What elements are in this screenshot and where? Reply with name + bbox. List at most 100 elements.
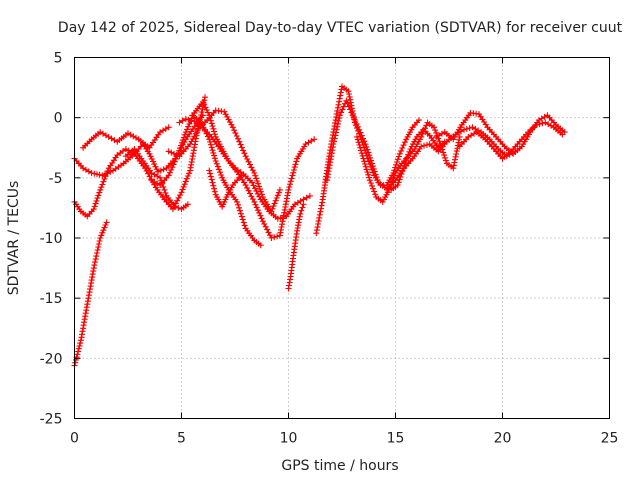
x-tick-label: 10 xyxy=(280,431,298,447)
plus-marker xyxy=(333,126,340,133)
plus-marker xyxy=(340,103,347,110)
plus-marker xyxy=(373,174,380,181)
x-tick-label: 5 xyxy=(177,431,186,447)
plus-marker xyxy=(300,201,307,208)
plus-marker xyxy=(358,147,364,154)
plus-marker xyxy=(235,135,241,142)
plus-marker xyxy=(211,128,218,135)
plus-marker xyxy=(186,120,193,127)
plus-marker xyxy=(453,151,460,157)
plus-marker xyxy=(81,319,88,326)
plus-marker xyxy=(101,176,108,182)
plus-marker xyxy=(249,179,256,186)
plus-marker xyxy=(276,232,283,239)
plus-marker xyxy=(224,113,231,120)
plus-marker xyxy=(351,115,357,122)
plus-marker xyxy=(231,127,238,134)
plus-marker xyxy=(334,120,341,127)
y-tick-label: -25 xyxy=(40,412,63,428)
plus-marker xyxy=(91,170,98,177)
plus-marker xyxy=(171,158,178,165)
plus-marker xyxy=(95,192,102,199)
plus-marker xyxy=(274,215,281,222)
plus-marker xyxy=(208,176,215,183)
plus-marker xyxy=(148,155,155,162)
plus-marker xyxy=(257,188,264,195)
plus-marker xyxy=(229,124,236,131)
plus-marker xyxy=(97,235,104,241)
plus-marker xyxy=(99,229,106,236)
plus-marker xyxy=(179,139,185,146)
plus-marker xyxy=(253,188,260,195)
plus-marker xyxy=(431,124,437,131)
plus-marker xyxy=(100,227,107,234)
plus-marker xyxy=(179,186,186,193)
plus-marker xyxy=(188,161,195,168)
plus-marker xyxy=(257,242,264,249)
plus-marker xyxy=(359,152,366,159)
plus-marker xyxy=(79,328,86,335)
plus-marker xyxy=(287,181,294,188)
plus-marker xyxy=(171,150,177,157)
plus-marker xyxy=(395,153,402,160)
plus-marker xyxy=(198,112,205,118)
plus-marker xyxy=(92,200,99,207)
plus-marker xyxy=(436,138,443,145)
plus-marker xyxy=(258,191,265,198)
plus-marker xyxy=(166,169,173,176)
plus-marker xyxy=(303,194,310,201)
y-tick-label: 5 xyxy=(54,51,63,67)
x-tick-label: 0 xyxy=(70,431,79,447)
plus-marker xyxy=(257,212,264,219)
plus-marker xyxy=(151,161,158,168)
plus-marker xyxy=(423,141,430,148)
plus-marker xyxy=(184,201,191,208)
plus-marker xyxy=(99,172,106,179)
plus-marker xyxy=(182,129,189,136)
plus-marker xyxy=(238,144,245,151)
plus-marker xyxy=(199,122,206,129)
plus-marker xyxy=(201,101,208,108)
series-sat-i xyxy=(189,112,264,249)
plus-marker xyxy=(355,139,362,146)
plus-marker xyxy=(400,142,407,149)
plus-marker xyxy=(394,182,401,189)
plus-marker xyxy=(176,119,183,126)
plus-marker xyxy=(87,286,93,293)
plus-marker xyxy=(217,169,223,176)
plus-marker xyxy=(199,99,206,105)
plus-marker xyxy=(313,230,320,237)
plus-marker xyxy=(369,182,375,189)
plus-marker xyxy=(452,156,458,163)
plus-marker xyxy=(245,187,252,194)
plus-marker xyxy=(362,161,368,167)
plus-marker xyxy=(298,207,305,214)
plus-marker xyxy=(211,155,218,162)
plus-marker xyxy=(232,130,239,137)
x-tick-label: 20 xyxy=(494,431,512,447)
plus-marker xyxy=(354,123,361,130)
plus-marker xyxy=(395,179,402,186)
plus-marker xyxy=(96,189,103,196)
plus-marker xyxy=(242,153,249,160)
plus-marker xyxy=(185,123,192,130)
plus-marker xyxy=(91,203,98,210)
plus-marker xyxy=(274,233,281,240)
plus-marker xyxy=(107,168,114,175)
plus-marker xyxy=(451,159,458,166)
plus-marker xyxy=(365,171,372,178)
y-tick-label: 0 xyxy=(54,111,63,127)
plus-marker xyxy=(211,152,218,159)
plus-marker xyxy=(94,195,101,202)
plus-marker xyxy=(295,222,302,229)
plus-marker xyxy=(334,123,341,130)
y-tick-label: -15 xyxy=(40,291,63,307)
plus-marker xyxy=(432,127,439,134)
plus-marker xyxy=(273,195,280,201)
plus-marker xyxy=(241,150,248,157)
plus-marker xyxy=(418,143,425,150)
plus-marker xyxy=(364,169,371,176)
plus-marker xyxy=(264,226,271,233)
plus-marker xyxy=(98,184,105,191)
plus-marker xyxy=(337,92,344,99)
